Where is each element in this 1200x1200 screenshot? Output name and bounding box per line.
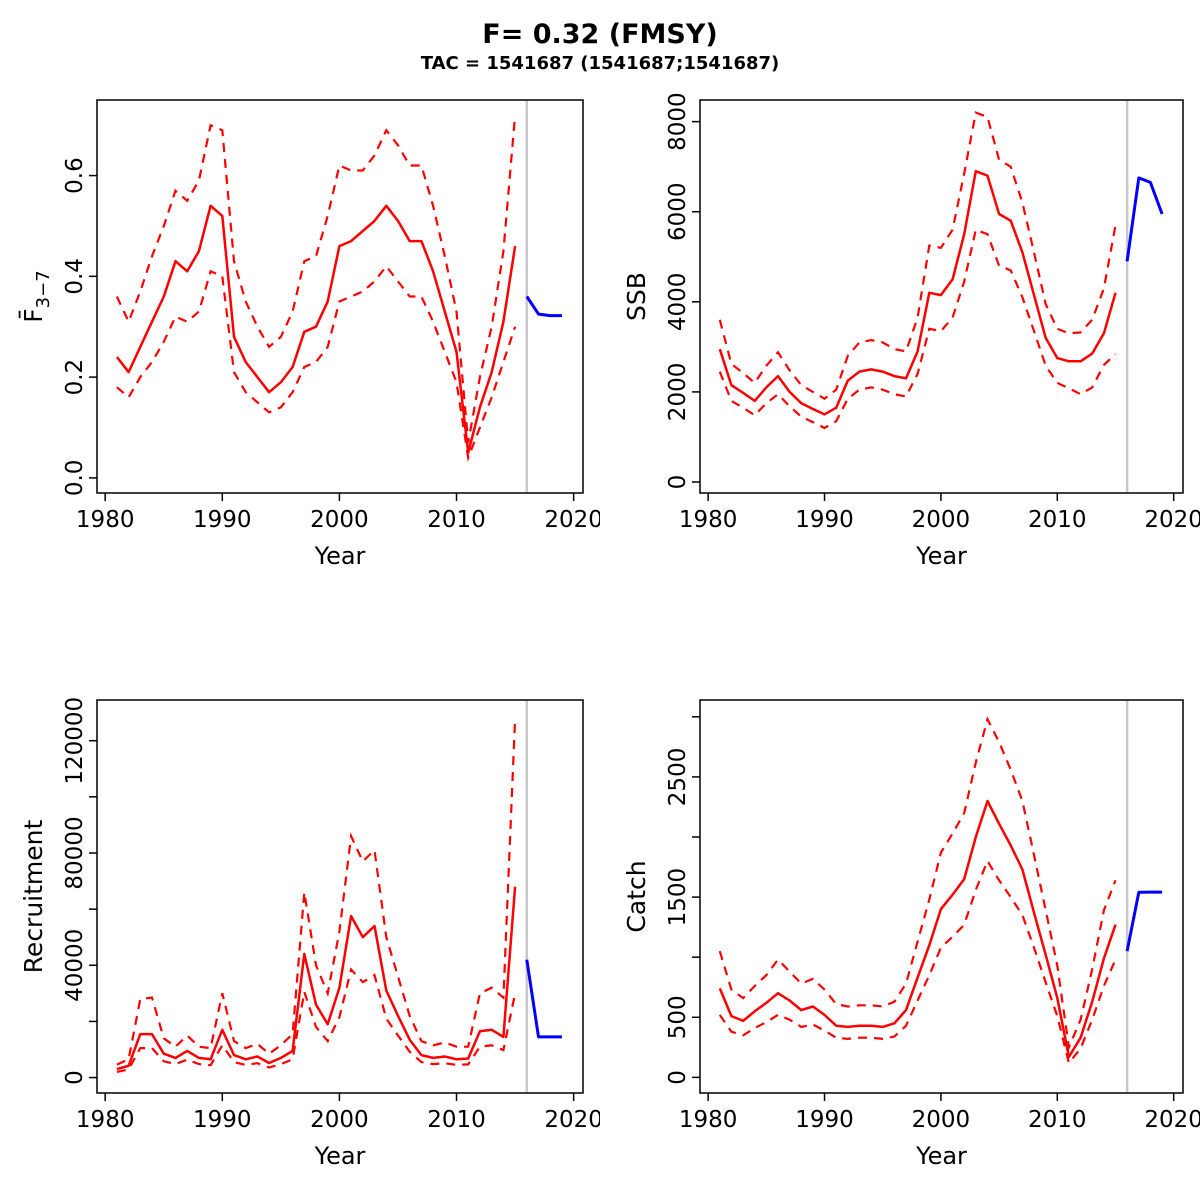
x-axis-title: Year <box>314 542 366 570</box>
y-tick-label: 80000 <box>62 816 88 889</box>
x-tick-label: 1990 <box>795 1107 854 1133</box>
chart-panel-catch: 1980 1990 2000 2010 2020 Year 0 500 1500 2500 Catc… <box>622 699 1200 1170</box>
x-tick-label: 1980 <box>76 507 135 533</box>
plot-box <box>96 699 584 1094</box>
forecast-line <box>525 959 562 1039</box>
y-tick-label: 0.2 <box>62 359 88 396</box>
y-tick-label: 2000 <box>665 363 691 422</box>
y-tick-label: 500 <box>665 995 691 1039</box>
lower-ci-line <box>718 228 1117 430</box>
x-tick-label: 2000 <box>310 507 369 533</box>
y-tick-label: 8000 <box>665 92 691 151</box>
lower-ci-line <box>718 858 1117 1066</box>
median-line <box>115 204 517 454</box>
y-tick-label: 0.0 <box>62 460 88 497</box>
chart-panel-fbar: 1980 1990 2000 2010 2020 Year 0.0 0.2 0.4 0.6 F̄3−… <box>18 99 600 570</box>
x-tick-label: 1980 <box>679 507 738 533</box>
forecast-line <box>1125 890 1163 952</box>
plot-box <box>96 99 584 494</box>
forecast-line <box>1125 176 1164 262</box>
figure-header: F= 0.32 (FMSY) TAC = 1541687 (1541687;15… <box>0 0 1200 74</box>
y-tick-label: 40000 <box>62 929 88 1002</box>
y-axis-title: Catch <box>622 860 651 932</box>
x-tick-label: 1990 <box>193 1107 252 1133</box>
x-axis-title: Year <box>915 542 967 570</box>
y-tick-label: 0 <box>665 475 691 490</box>
y-tick-label: 1500 <box>665 868 691 927</box>
y-axis-title: Recruitment <box>19 819 48 973</box>
x-tick-label: 2020 <box>1144 1107 1200 1133</box>
plot-box <box>699 699 1184 1094</box>
median-line <box>116 886 517 1071</box>
x-tick-label: 2020 <box>544 507 600 533</box>
upper-ci-line <box>116 718 517 1066</box>
median-line <box>718 169 1117 416</box>
chart-panel-recruitment: 1980 1990 2000 2010 2020 Year 0 40000 80000 12000… <box>19 697 600 1170</box>
x-tick-label: 2000 <box>912 1107 971 1133</box>
upper-ci-line <box>718 111 1117 401</box>
plot-box <box>699 99 1184 494</box>
y-tick-label: 0 <box>665 1070 691 1085</box>
upper-ci-line <box>115 115 517 443</box>
y-tick-label: 6000 <box>665 182 691 241</box>
x-tick-label: 2010 <box>427 1107 486 1133</box>
x-tick-label: 1990 <box>795 507 854 533</box>
y-tick-label: 0.4 <box>62 258 88 295</box>
x-axis-title: Year <box>314 1142 366 1170</box>
x-tick-label: 2000 <box>912 507 971 533</box>
x-axis-title: Year <box>915 1142 967 1170</box>
y-tick-label: 2500 <box>665 748 691 807</box>
upper-ci-line <box>718 716 1117 1052</box>
x-tick-label: 2010 <box>427 507 486 533</box>
y-tick-label: 0 <box>62 1070 88 1085</box>
x-tick-label: 2020 <box>1144 507 1200 533</box>
y-axis-title: SSB <box>622 272 651 321</box>
x-tick-label: 2010 <box>1028 1107 1087 1133</box>
lower-ci-line <box>116 264 517 462</box>
y-axis-title: F̄3−7 <box>18 270 54 322</box>
figure-subtitle: TAC = 1541687 (1541687;1541687) <box>420 52 780 74</box>
x-tick-label: 1980 <box>679 1107 738 1133</box>
x-tick-label: 2000 <box>310 1107 369 1133</box>
x-tick-label: 1980 <box>76 1107 135 1133</box>
lower-ci-line <box>116 967 517 1073</box>
y-tick-label: 120000 <box>62 697 88 785</box>
figure-title: F= 0.32 (FMSY) <box>482 19 718 50</box>
y-tick-label: 0.6 <box>62 157 88 194</box>
chart-panel-ssb: 1980 1990 2000 2010 2020 Year 0 2000 4000 6000 800… <box>622 92 1200 570</box>
x-tick-label: 1990 <box>193 507 252 533</box>
x-tick-label: 2010 <box>1028 507 1087 533</box>
x-tick-label: 2020 <box>544 1107 600 1133</box>
median-line <box>718 799 1117 1059</box>
forecast-line <box>525 295 562 318</box>
y-tick-label: 4000 <box>665 273 691 332</box>
